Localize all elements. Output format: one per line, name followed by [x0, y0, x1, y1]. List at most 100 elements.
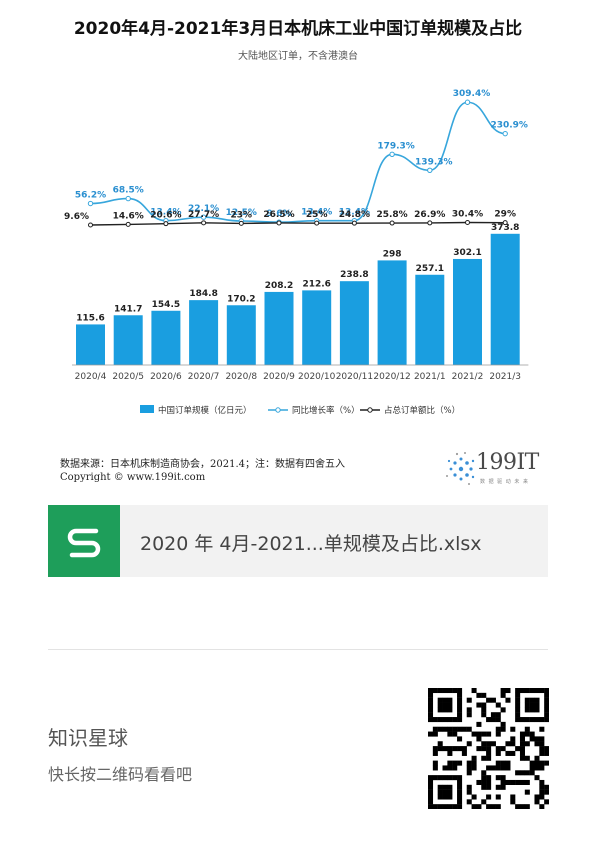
chart-title: 2020年4月-2021年3月日本机床工业中国订单规模及占比 [73, 19, 523, 39]
planet-subtitle: 快长按二维码看看吧 [48, 765, 193, 784]
yoy-label: 22.1% [188, 204, 219, 214]
bar-value-label: 373.8 [491, 223, 519, 233]
brand-tagline: 数 据 驱 动 未 来 [480, 479, 529, 485]
file-s-icon [48, 505, 120, 577]
yoy-label: 13.4% [301, 208, 332, 218]
divider [48, 649, 548, 650]
bar [226, 305, 256, 365]
share-point [389, 220, 395, 226]
yoy-label: 12.5% [226, 208, 257, 218]
share-label: 24.8% [339, 210, 370, 220]
yoy-label: 309.4% [453, 89, 491, 99]
share-point [163, 221, 169, 227]
x-tick-label: 2020/4 [75, 372, 107, 382]
yoy-label: 13.4% [150, 208, 181, 218]
yoy-label: 56.2% [75, 191, 106, 201]
bar [377, 260, 407, 365]
planet-title: 知识星球 [48, 726, 128, 750]
yoy-point [200, 214, 207, 220]
brand-name: 199IT [476, 450, 539, 475]
share-point [314, 220, 320, 226]
copyright-note: Copyright © www.199it.com [60, 472, 206, 483]
x-tick-label: 2021/2 [452, 372, 484, 382]
bar-value-label: 141.7 [114, 304, 142, 314]
x-tick-label: 2020/5 [112, 372, 144, 382]
chart-area: 115.6 2020/4 141.7 2020/5 154.5 2020/6 184.8 20… [64, 89, 529, 416]
share-point [465, 220, 470, 226]
x-tick-label: 2020/10 [298, 372, 336, 382]
yoy-label: 68.5% [113, 186, 144, 196]
x-tick-label: 2020/6 [150, 372, 182, 382]
share-point [125, 221, 131, 227]
bar-value-label: 238.8 [340, 270, 368, 280]
bar [415, 274, 445, 365]
yoy-point [464, 99, 471, 105]
yoy-label: 139.3% [415, 157, 453, 167]
share-label: 9.6% [64, 212, 89, 222]
yoy-label: 179.3% [377, 141, 415, 151]
qr-code-icon[interactable] [428, 688, 549, 809]
share-point [88, 222, 93, 228]
x-tick-label: 2020/11 [336, 372, 373, 382]
share-label: 20.6% [150, 211, 181, 221]
yoy-point [427, 167, 433, 173]
share-point [502, 220, 508, 226]
file-name: 2020 年 4月-2021...单规模及占比.xlsx [140, 533, 482, 555]
legend-share-marker [367, 407, 373, 413]
bar [302, 290, 332, 365]
bar-value-label: 212.6 [302, 279, 330, 289]
share-label: 29% [494, 210, 516, 220]
legend-yoy-marker [275, 407, 281, 413]
bar [339, 281, 369, 365]
bar [453, 258, 482, 365]
yoy-point [389, 151, 395, 157]
share-label: 26.5% [263, 210, 294, 220]
legend-bar-swatch [140, 405, 154, 413]
bar-value-label: 170.2 [227, 294, 255, 304]
bar [76, 324, 105, 365]
yoy-label: 9.6% [267, 209, 292, 219]
chart-subtitle: 大陆地区订单，不含港澳台 [238, 51, 358, 62]
yoy-point [125, 195, 131, 202]
yoy-label: 13.4% [339, 208, 370, 218]
bar-value-label: 298 [383, 249, 402, 259]
yoy-point [87, 200, 94, 207]
x-tick-label: 2021/3 [489, 372, 521, 382]
x-tick-label: 2020/7 [188, 372, 220, 382]
share-point [276, 220, 282, 226]
x-tick-label: 2020/8 [225, 372, 257, 382]
yoy-point [502, 130, 508, 137]
share-point [201, 220, 207, 226]
share-label: 27.7% [188, 210, 219, 220]
share-label: 26.9% [414, 210, 445, 220]
share-label: 25.8% [376, 210, 407, 220]
bar [151, 310, 181, 365]
x-tick-label: 2021/1 [414, 372, 446, 382]
share-label: 25% [306, 210, 328, 220]
share-point [351, 220, 357, 226]
source-note: 数据来源：日本机床制造商协会，2021.4；注：数据有四舍五入 [60, 459, 345, 470]
bar [189, 300, 219, 365]
x-tick-label: 2020/9 [263, 372, 295, 382]
share-point [238, 220, 244, 226]
bar-value-label: 208.2 [265, 281, 293, 291]
share-point [427, 220, 433, 226]
brand-logo-icon [446, 452, 475, 485]
bar-value-label: 302.1 [453, 248, 481, 258]
bar-value-label: 154.5 [152, 300, 180, 310]
x-tick-label: 2020/12 [373, 372, 410, 382]
share-label: 30.4% [452, 210, 483, 220]
share-line [90, 221, 506, 226]
file-attachment-card[interactable]: 2020 年 4月-2021...单规模及占比.xlsx [48, 505, 548, 577]
legend-share-label: 占总订单额比（%） [384, 405, 460, 416]
bar [490, 233, 520, 365]
yoy-label: 230.9% [490, 121, 528, 131]
legend-bar-label: 中国订单规模（亿日元） [158, 405, 252, 416]
bar [113, 315, 143, 365]
share-label: 14.6% [113, 211, 144, 221]
bar [264, 291, 294, 365]
bar-value-label: 184.8 [189, 289, 217, 299]
share-label: 23% [231, 210, 253, 220]
legend-yoy-label: 同比增长率（%） [292, 405, 360, 416]
bar-value-label: 257.1 [416, 264, 444, 274]
